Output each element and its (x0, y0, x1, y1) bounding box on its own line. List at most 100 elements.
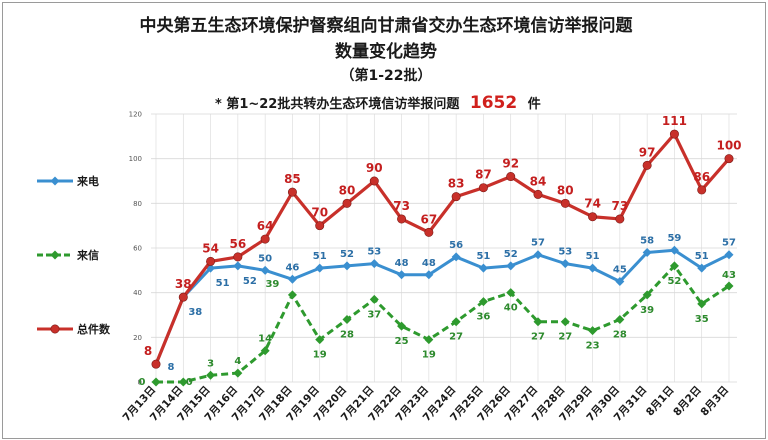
chart-title-line2: 数量变化趋势 (335, 41, 437, 62)
data-point-letter (506, 288, 516, 298)
y-tick-label: 40 (133, 289, 142, 297)
data-point-letter (724, 281, 734, 291)
data-label-total: 70 (311, 206, 328, 220)
data-labels: 8803838054513565246450148546397051198052… (139, 114, 742, 388)
data-label-letter: 39 (640, 305, 654, 316)
x-tick-label: 8月1日 (644, 384, 677, 419)
data-label-total: 64 (257, 219, 274, 233)
data-point-total (615, 214, 625, 224)
data-label-phone: 51 (586, 251, 600, 262)
data-label-total: 90 (366, 161, 383, 175)
data-point-letter (178, 377, 188, 387)
data-label-total: 86 (693, 170, 710, 184)
data-label-phone: 52 (243, 276, 257, 287)
data-point-total (342, 198, 352, 208)
data-label-phone: 59 (667, 233, 681, 244)
line-chart: 中央第五生态环境保护督察组向甘肃省交办生态环境信访举报问题 数量变化趋势 （第1… (37, 15, 742, 424)
data-label-phone: 48 (422, 258, 436, 269)
chart-title-line3: （第1-22批） (340, 67, 431, 84)
data-label-total: 38 (175, 277, 192, 291)
total-note: * 第1~22批共转办生态环境信访举报问题 1652 件 (215, 93, 541, 113)
data-point-total (315, 221, 325, 231)
data-label-total: 8 (144, 344, 152, 358)
data-point-phone (588, 263, 598, 273)
data-point-phone (724, 250, 734, 260)
data-point-letter (287, 290, 297, 300)
data-point-phone (287, 274, 297, 284)
data-label-phone: 57 (722, 238, 736, 249)
data-label-phone: 51 (695, 251, 709, 262)
legend-label-letter: 来信 (76, 248, 99, 262)
data-label-total: 73 (393, 199, 410, 213)
y-tick-label: 60 (133, 245, 142, 253)
legend-label-total: 总件数 (77, 322, 111, 336)
data-label-letter: 27 (558, 332, 572, 343)
total-note-number: 1652 (470, 93, 517, 113)
legend-marker-letter (50, 250, 60, 260)
data-label-total: 80 (339, 183, 356, 197)
legend-marker-total (50, 324, 60, 334)
series (151, 129, 734, 387)
y-tick-label: 0 (138, 379, 142, 387)
data-point-letter (451, 317, 461, 327)
data-point-phone (478, 263, 488, 273)
data-label-total: 67 (421, 212, 438, 226)
data-point-letter (560, 317, 570, 327)
data-label-letter: 27 (531, 332, 545, 343)
data-point-phone (342, 261, 352, 271)
data-point-total (588, 212, 598, 222)
data-label-letter: 36 (476, 312, 490, 323)
data-point-phone (424, 270, 434, 280)
data-point-total (533, 189, 543, 199)
data-label-letter: 19 (422, 350, 436, 361)
data-label-letter: 27 (449, 332, 463, 343)
data-label-letter: 19 (313, 350, 327, 361)
data-label-total: 111 (662, 114, 687, 128)
data-label-total: 84 (530, 174, 547, 188)
data-label-phone: 46 (285, 262, 299, 273)
data-label-phone: 51 (476, 251, 490, 262)
data-point-letter (206, 370, 216, 380)
x-tick-label: 8月3日 (698, 384, 731, 419)
data-label-phone: 38 (188, 307, 202, 318)
data-point-total (178, 292, 188, 302)
data-label-letter: 14 (258, 334, 272, 345)
data-point-phone (315, 263, 325, 273)
x-axis: 7月13日7月14日7月15日7月16日7月17日7月18日7月19日7月20日… (121, 384, 732, 424)
data-point-letter (588, 326, 598, 336)
data-point-letter (151, 377, 161, 387)
data-point-phone (669, 245, 679, 255)
data-point-letter (615, 314, 625, 324)
data-point-letter (342, 314, 352, 324)
data-point-letter (369, 294, 379, 304)
data-label-letter: 35 (695, 314, 709, 325)
chart-title-line1: 中央第五生态环境保护督察组向甘肃省交办生态环境信访举报问题 (140, 15, 634, 36)
data-point-total (369, 176, 379, 186)
data-label-total: 54 (202, 241, 219, 255)
series-line-total (154, 132, 731, 365)
data-label-total: 56 (230, 237, 247, 251)
data-point-total (424, 227, 434, 237)
data-point-phone (260, 265, 270, 275)
data-point-letter (642, 290, 652, 300)
data-label-total: 85 (284, 172, 301, 186)
data-point-total (151, 359, 161, 369)
data-point-phone (697, 263, 707, 273)
total-note-suffix: 件 (528, 96, 541, 112)
data-point-total (506, 172, 516, 182)
data-label-letter: 25 (395, 336, 409, 347)
data-point-phone (233, 261, 243, 271)
data-label-total: 100 (716, 139, 741, 153)
data-point-total (642, 160, 652, 170)
data-point-total (397, 214, 407, 224)
data-point-phone (560, 259, 570, 269)
data-point-total (669, 129, 679, 139)
data-label-phone: 53 (367, 247, 381, 258)
data-label-phone: 52 (340, 249, 354, 260)
data-label-phone: 51 (216, 278, 230, 289)
y-tick-label: 20 (133, 334, 142, 342)
data-label-total: 92 (502, 157, 519, 171)
data-label-phone: 48 (395, 258, 409, 269)
data-point-letter (533, 317, 543, 327)
